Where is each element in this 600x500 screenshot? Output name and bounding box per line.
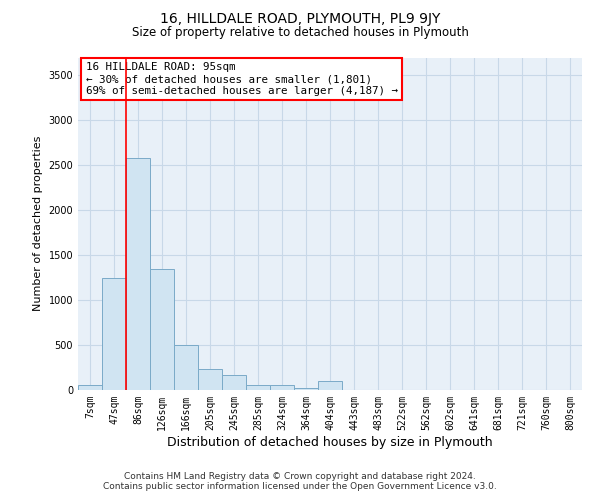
Text: Contains HM Land Registry data © Crown copyright and database right 2024.
Contai: Contains HM Land Registry data © Crown c… [103, 472, 497, 491]
Bar [294, 388, 318, 390]
Bar [150, 268, 174, 390]
Bar [78, 385, 102, 390]
Bar [270, 385, 294, 390]
Bar [126, 158, 150, 390]
Bar [198, 370, 222, 390]
Bar [174, 345, 198, 390]
Text: 16 HILLDALE ROAD: 95sqm
← 30% of detached houses are smaller (1,801)
69% of semi: 16 HILLDALE ROAD: 95sqm ← 30% of detache… [86, 62, 398, 96]
Text: Size of property relative to detached houses in Plymouth: Size of property relative to detached ho… [131, 26, 469, 39]
Text: 16, HILLDALE ROAD, PLYMOUTH, PL9 9JY: 16, HILLDALE ROAD, PLYMOUTH, PL9 9JY [160, 12, 440, 26]
Bar [102, 278, 126, 390]
X-axis label: Distribution of detached houses by size in Plymouth: Distribution of detached houses by size … [167, 436, 493, 448]
Y-axis label: Number of detached properties: Number of detached properties [33, 136, 43, 312]
Bar [222, 374, 246, 390]
Bar [318, 381, 342, 390]
Bar [246, 384, 270, 390]
